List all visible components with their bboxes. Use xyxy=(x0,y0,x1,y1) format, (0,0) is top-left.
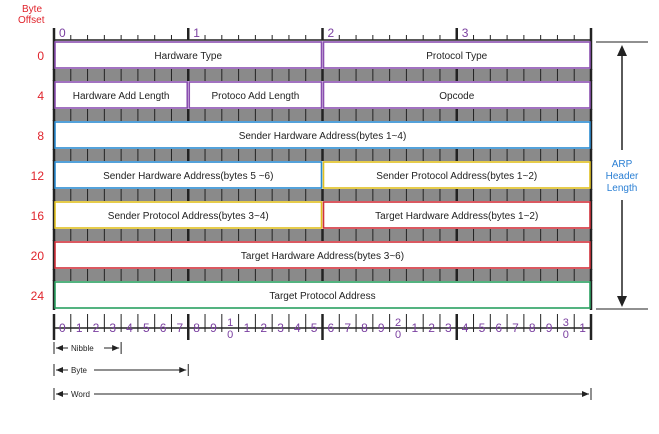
arp-arrow-head-up xyxy=(617,45,627,56)
field-label: Hardware Add Length xyxy=(73,91,170,102)
legend-arrow-left xyxy=(56,345,63,351)
legend-arrow-right xyxy=(179,367,187,373)
field-box xyxy=(54,161,323,189)
bit-number: 4 xyxy=(294,321,301,335)
arp-header-length-label: Length xyxy=(607,183,638,194)
field-label: Target Protocol Address xyxy=(269,291,375,302)
legend-label: Nibble xyxy=(71,344,94,353)
arp-header-length-label: ARP xyxy=(612,159,633,170)
bit-number: 2 xyxy=(260,321,267,335)
bit-number: 9 xyxy=(378,321,385,335)
bit-number: 4 xyxy=(126,321,133,335)
field-label: Sender Protocol Address(bytes 1~2) xyxy=(376,171,537,182)
row-offset-label: 12 xyxy=(31,169,45,183)
legend-arrow-left xyxy=(56,367,63,373)
bit-number: 7 xyxy=(177,321,184,335)
bit-number: 6 xyxy=(495,321,502,335)
top-byte-number: 3 xyxy=(462,26,469,40)
bit-number: 6 xyxy=(328,321,335,335)
bit-number: 7 xyxy=(344,321,351,335)
field-box xyxy=(54,241,591,269)
bottom-ruler: 0 1 2 3 4 5 6 7 8 9 10 1 2 3 4 5 6 7 8 9 20 1 2 3 4 5 6 7 8 9 30 1 xyxy=(52,314,593,341)
field-label: Target Hardware Address(bytes 3~6) xyxy=(241,251,404,262)
bit-number: 8 xyxy=(193,321,200,335)
bit-number: 8 xyxy=(361,321,368,335)
byte-offset-label-line2: Offset xyxy=(18,15,45,26)
bit-number: 9 xyxy=(546,321,553,335)
bit-number: 7 xyxy=(512,321,519,335)
arp-arrow-head-down xyxy=(617,296,627,307)
legend-arrow-right xyxy=(582,391,589,397)
top-ruler: 0 1 2 3 xyxy=(52,26,593,41)
field-label: Protoco Add Length xyxy=(211,91,299,102)
top-byte-number: 1 xyxy=(193,26,200,40)
field-box xyxy=(188,81,323,109)
field-label: Sender Protocol Address(bytes 3~4) xyxy=(108,211,269,222)
bit-number: 9 xyxy=(210,321,217,335)
bit-number: 1 xyxy=(244,321,251,335)
field-box xyxy=(322,41,591,69)
bit-number: 0 xyxy=(59,321,66,335)
field-box xyxy=(54,201,323,229)
field-label: Protocol Type xyxy=(426,51,487,62)
bit-number: 3 xyxy=(445,321,452,335)
bit-number: 5 xyxy=(143,321,150,335)
bit-number-ones: 0 xyxy=(227,329,233,341)
legend-arrow-right xyxy=(112,345,120,351)
legend-label: Byte xyxy=(71,366,88,375)
bit-number-ones: 0 xyxy=(395,329,401,341)
legend-label: Word xyxy=(71,390,90,399)
bit-number-tens: 1 xyxy=(227,317,233,329)
bit-number: 3 xyxy=(109,321,116,335)
row-offset-label: 4 xyxy=(37,89,44,103)
field-box xyxy=(322,201,591,229)
bit-number: 5 xyxy=(311,321,318,335)
bit-number: 5 xyxy=(479,321,486,335)
field-box xyxy=(54,81,189,109)
header-rows: 0 Hardware Type Protocol Type 4 Hardware Add… xyxy=(31,40,593,310)
bit-number: 1 xyxy=(76,321,83,335)
header-group: Byte Offset xyxy=(18,4,45,26)
bit-number-tens: 3 xyxy=(563,317,569,329)
legend-arrow-left xyxy=(56,391,63,397)
bit-number: 8 xyxy=(529,321,536,335)
row-offset-label: 0 xyxy=(37,49,44,63)
bit-number: 1 xyxy=(579,321,586,335)
field-box xyxy=(322,81,591,109)
bit-number: 3 xyxy=(277,321,284,335)
top-byte-number: 2 xyxy=(328,26,335,40)
field-box xyxy=(54,281,591,309)
bit-number: 4 xyxy=(462,321,469,335)
bit-number-ones: 0 xyxy=(563,329,569,341)
legend: Nibble Byte Word xyxy=(53,342,592,400)
field-label: Sender Hardware Address(bytes 5 ~6) xyxy=(103,171,273,182)
arp-header-length-label: Header xyxy=(606,171,639,182)
row-offset-label: 24 xyxy=(31,289,45,303)
row-offset-label: 8 xyxy=(37,129,44,143)
field-label: Target Hardware Address(bytes 1~2) xyxy=(375,211,538,222)
row-offset-label: 20 xyxy=(31,249,45,263)
bit-number: 6 xyxy=(160,321,167,335)
row-offset-label: 16 xyxy=(31,209,45,223)
field-label: Sender Hardware Address(bytes 1~4) xyxy=(239,131,407,142)
field-box xyxy=(54,121,591,149)
field-label: Opcode xyxy=(439,91,474,102)
bit-number: 2 xyxy=(428,321,435,335)
field-box xyxy=(322,161,591,189)
byte-offset-label-line1: Byte xyxy=(22,4,42,15)
field-box xyxy=(54,41,323,69)
bit-number-tens: 2 xyxy=(395,317,401,329)
bit-number: 1 xyxy=(411,321,418,335)
top-byte-number: 0 xyxy=(59,26,66,40)
field-label: Hardware Type xyxy=(154,51,222,62)
bit-number: 2 xyxy=(93,321,100,335)
